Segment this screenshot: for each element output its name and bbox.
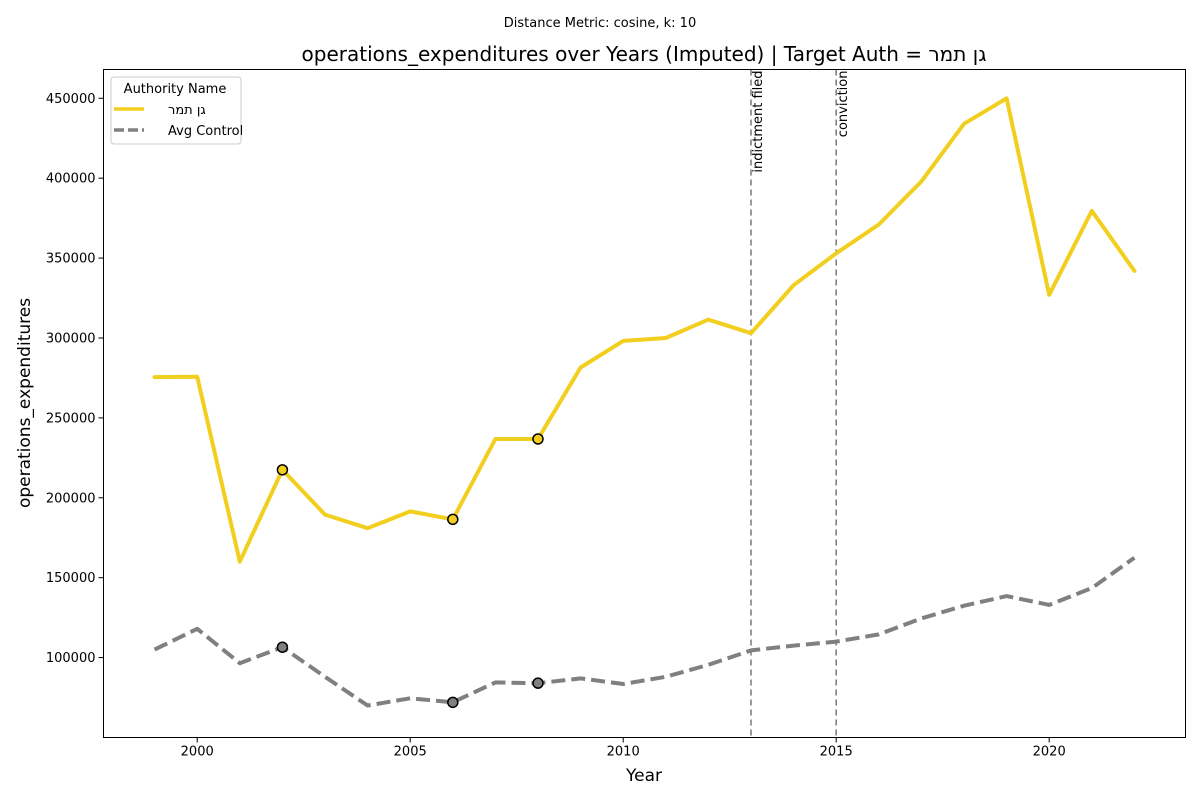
x-tick-label: 2015 <box>820 745 853 760</box>
legend-box <box>110 76 242 145</box>
y-tick-label: 150000 <box>46 571 96 586</box>
imputed-point-marker <box>532 433 544 445</box>
x-tick-label: 2000 <box>181 745 214 760</box>
event-label: indictment filed <box>751 71 766 173</box>
y-tick-label: 250000 <box>46 411 96 426</box>
legend: Authority Name גן תמר Avg Control <box>110 76 243 145</box>
x-tick-label: 2020 <box>1033 745 1066 760</box>
imputed-point-marker <box>276 464 289 476</box>
chart-suptitle: Distance Metric: cosine, k: 10 <box>504 16 696 31</box>
y-tick-label: 100000 <box>46 651 96 666</box>
series-line-target <box>152 96 1137 564</box>
legend-label-target: גן תמר <box>168 103 206 118</box>
event-label: conviction <box>836 71 851 138</box>
imputed-point-marker <box>276 641 289 653</box>
legend-label-control: Avg Control <box>168 124 243 139</box>
imputed-point-marker <box>532 677 544 689</box>
y-axis-label: operations_expenditures <box>15 298 35 508</box>
y-tick-label: 200000 <box>46 491 96 506</box>
plot-frame <box>103 69 1186 738</box>
y-tick-label: 300000 <box>46 331 96 346</box>
imputed-point-marker <box>447 696 459 709</box>
chart-title: operations_expenditures over Years (Impu… <box>302 42 987 66</box>
imputed-point-marker <box>447 513 459 526</box>
x-tick-label: 2010 <box>607 745 640 760</box>
y-tick-label: 350000 <box>46 252 96 267</box>
y-tick-label: 400000 <box>46 172 96 187</box>
x-tick-label: 2005 <box>394 745 427 760</box>
x-axis-label: Year <box>625 766 662 786</box>
plot-area: 2000 2005 2010 2015 2020 100000 150000 200000 25… <box>46 69 1137 760</box>
legend-title: Authority Name <box>124 82 227 97</box>
series-line-control <box>153 556 1136 708</box>
y-tick-label: 450000 <box>46 92 96 107</box>
